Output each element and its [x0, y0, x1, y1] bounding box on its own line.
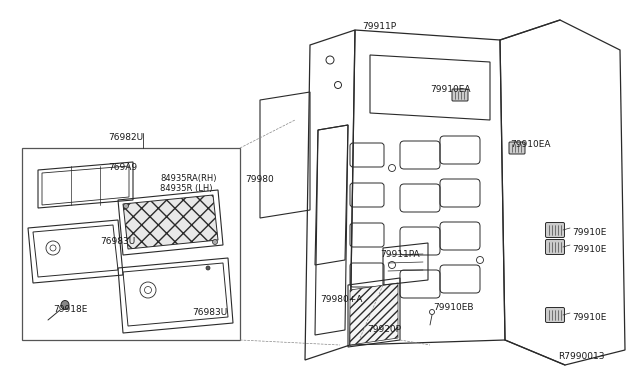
- Text: 76982U: 76982U: [108, 133, 143, 142]
- FancyBboxPatch shape: [509, 142, 525, 154]
- Text: 79910EB: 79910EB: [433, 303, 474, 312]
- Text: 79910E: 79910E: [572, 245, 606, 254]
- Text: 76983U: 76983U: [100, 237, 135, 246]
- Text: 76983U: 76983U: [192, 308, 227, 317]
- Text: 79910E: 79910E: [572, 313, 606, 322]
- Text: R7990013: R7990013: [558, 352, 605, 361]
- Text: 769A9: 769A9: [108, 163, 137, 172]
- Text: 79911PA: 79911PA: [380, 250, 420, 259]
- Text: 79980+A: 79980+A: [320, 295, 362, 304]
- Ellipse shape: [212, 240, 218, 244]
- FancyBboxPatch shape: [452, 89, 468, 101]
- Polygon shape: [123, 195, 218, 249]
- Text: 79980: 79980: [245, 175, 274, 184]
- Text: 79910EA: 79910EA: [510, 140, 550, 149]
- FancyBboxPatch shape: [545, 240, 564, 254]
- Ellipse shape: [61, 301, 69, 310]
- Text: 84935R (LH): 84935R (LH): [160, 184, 212, 193]
- Text: 79920P: 79920P: [367, 325, 401, 334]
- Text: 79910EA: 79910EA: [430, 85, 470, 94]
- Text: 84935RA(RH): 84935RA(RH): [160, 174, 216, 183]
- Text: 79911P: 79911P: [362, 22, 396, 31]
- FancyBboxPatch shape: [545, 222, 564, 237]
- Ellipse shape: [124, 203, 129, 208]
- Ellipse shape: [206, 266, 210, 270]
- Polygon shape: [350, 283, 398, 345]
- Text: 79910E: 79910E: [572, 228, 606, 237]
- Text: 79918E: 79918E: [53, 305, 88, 314]
- FancyBboxPatch shape: [545, 308, 564, 323]
